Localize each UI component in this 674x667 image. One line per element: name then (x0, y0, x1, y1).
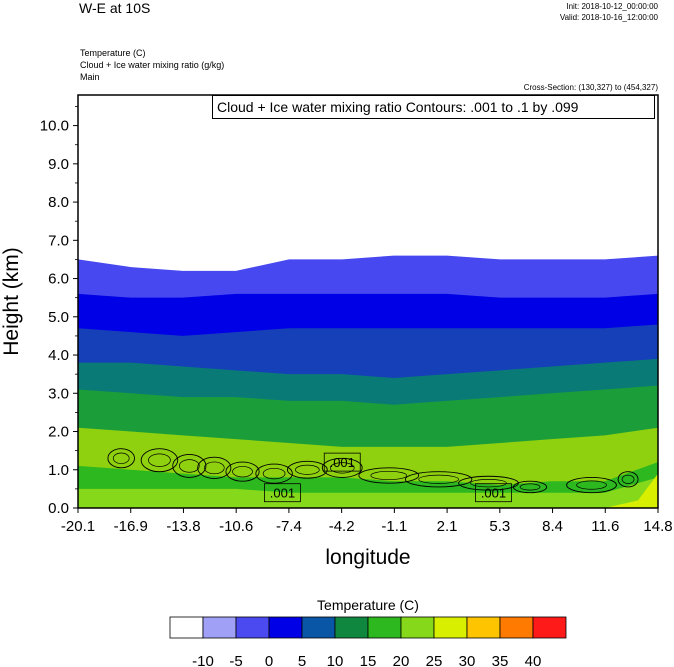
y-tick-label-7: 7.0 (48, 232, 69, 249)
legend-swatch-7 (400, 616, 435, 639)
cloud-contour-inner-10 (470, 479, 507, 488)
x-tick-label-2: -13.8 (166, 518, 200, 535)
legend-label-6: 20 (393, 653, 410, 667)
contour-label-1: .001 (270, 486, 295, 501)
legend-label-7: 25 (426, 653, 443, 667)
legend-swatch-11 (532, 616, 567, 639)
cross-section-label: Cross-Section: (130,327) to (454,327) (523, 83, 658, 92)
legend-label-8: 30 (459, 653, 476, 667)
y-tick-label-8: 8.0 (48, 194, 69, 211)
y-tick-label-9: 9.0 (48, 156, 69, 173)
temperature-band-8 (604, 473, 658, 508)
cloud-contour-inner-13 (621, 474, 635, 484)
contour-info-box: Cloud + Ice water mixing ratio Contours:… (212, 95, 655, 119)
cloud-contour-inner-5 (262, 467, 286, 480)
y-tick-label-6: 6.0 (48, 271, 69, 288)
x-tick-label-4: -7.4 (276, 518, 302, 535)
contour-label-box-1 (264, 483, 301, 503)
cloud-contour-inner-8 (370, 470, 408, 481)
legend-swatch-5 (334, 616, 369, 639)
y-tick-label-2: 2.0 (48, 424, 69, 441)
cloud-contour-inner-12 (576, 480, 607, 490)
y-tick-label-5: 5.0 (48, 309, 69, 326)
cloud-contour-7 (321, 457, 363, 478)
cloud-contour-inner-11 (519, 483, 541, 491)
cloud-contour-12 (566, 476, 617, 494)
y-tick-label-1: 1.0 (48, 462, 69, 479)
x-tick-label-9: 8.4 (542, 518, 563, 535)
cloud-contour-4 (225, 461, 260, 482)
legend-swatch-6 (367, 616, 402, 639)
legend-label-3: 5 (298, 653, 306, 667)
cloud-contour-inner-7 (329, 462, 355, 474)
x-tick-label-0: -20.1 (61, 518, 95, 535)
cloud-contour-11 (512, 480, 548, 494)
cloud-contour-inner-0 (112, 452, 130, 464)
y-tick-label-0: 0.0 (48, 500, 69, 517)
y-axis-label: Height (km) (0, 247, 23, 356)
x-axis-label: longitude (325, 546, 410, 569)
legend-swatch-3 (268, 616, 303, 639)
x-tick-label-3: -10.6 (219, 518, 253, 535)
cloud-contour-inner-6 (295, 464, 320, 475)
cloud-contour-9 (404, 471, 473, 488)
x-tick-label-5: -4.2 (329, 518, 355, 535)
legend-swatch-9 (466, 616, 501, 639)
field-main: Main (80, 72, 100, 82)
valid-time: Valid: 2018-10-16_12:00:00 (559, 13, 658, 22)
contour-label-0: .001 (330, 455, 355, 470)
x-tick-label-10: 11.6 (591, 518, 619, 535)
legend-swatch-8 (433, 616, 468, 639)
x-tick-label-11: 14.8 (643, 518, 672, 535)
legend-swatch-10 (499, 616, 534, 639)
contour-label-2: .001 (481, 486, 506, 501)
cloud-contour-inner-1 (148, 453, 171, 467)
legend-swatch-2 (235, 616, 270, 639)
y-tick-label-4: 4.0 (48, 347, 69, 364)
cloud-contour-3 (197, 456, 232, 480)
legend-label-1: -5 (229, 653, 242, 667)
x-tick-label-8: 5.3 (489, 518, 510, 535)
init-time: Init: 2018-10-12_00:00:00 (566, 2, 658, 11)
contour-label-box-0 (323, 452, 361, 472)
cloud-contour-6 (286, 460, 328, 479)
legend-label-9: 35 (492, 653, 509, 667)
cloud-contour-inner-3 (203, 461, 225, 475)
legend-label-10: 40 (525, 653, 542, 667)
legend-swatch-1 (202, 616, 237, 639)
cloud-contour-1 (140, 448, 179, 473)
legend-swatch-4 (301, 616, 336, 639)
contour-label-box-2 (475, 483, 512, 503)
cloud-contour-5 (255, 463, 293, 484)
temperature-band-7 (78, 477, 658, 508)
cloud-contour-8 (358, 467, 420, 484)
legend-label-5: 15 (360, 653, 377, 667)
x-tick-label-7: 2.1 (437, 518, 458, 535)
x-tick-label-6: -1.1 (381, 518, 407, 535)
cloud-contour-inner-4 (232, 466, 253, 478)
legend-swatch-0 (169, 616, 204, 639)
x-tick-label-1: -16.9 (114, 518, 148, 535)
contour-info-text: Cloud + Ice water mixing ratio Contours:… (217, 99, 579, 115)
legend-title: Temperature (C) (317, 597, 419, 613)
cloud-contour-inner-2 (179, 459, 200, 473)
cloud-contour-inner-9 (418, 474, 459, 484)
y-tick-label-10: 10.0 (40, 118, 69, 135)
y-tick-label-3: 3.0 (48, 385, 69, 402)
field-cloud-ice: Cloud + Ice water mixing ratio (g/kg) (80, 60, 225, 70)
cloud-contour-13 (617, 471, 639, 488)
legend-label-4: 10 (327, 653, 344, 667)
cloud-contour-0 (107, 448, 135, 469)
field-temperature: Temperature (C) (80, 48, 146, 58)
legend-label-0: -10 (192, 653, 214, 667)
legend-label-2: 0 (265, 653, 273, 667)
cloud-contour-2 (172, 454, 207, 478)
plot-title: W-E at 10S (79, 0, 151, 16)
